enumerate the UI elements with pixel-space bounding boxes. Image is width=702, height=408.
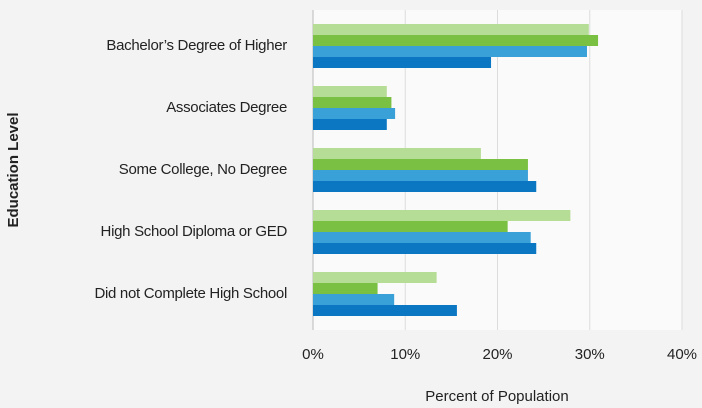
- bar: [313, 272, 437, 283]
- bar: [313, 159, 528, 170]
- bar: [313, 170, 528, 181]
- bar: [313, 181, 537, 192]
- bar: [313, 24, 589, 35]
- x-tick-label: 10%: [390, 346, 420, 363]
- bar: [313, 210, 571, 221]
- bar: [313, 243, 537, 254]
- x-tick-label: 30%: [575, 346, 605, 363]
- bar: [313, 294, 395, 305]
- bar: [313, 119, 387, 130]
- bar: [313, 57, 492, 68]
- bar: [313, 283, 378, 294]
- x-tick-label: 40%: [667, 346, 697, 363]
- y-tick-label: Some College, No Degree: [119, 161, 287, 178]
- bar: [313, 46, 587, 57]
- x-axis-label: Percent of Population: [425, 388, 568, 405]
- bar: [313, 148, 481, 159]
- bar: [313, 97, 392, 108]
- y-tick-label: Associates Degree: [166, 99, 287, 116]
- bar: [313, 221, 508, 232]
- x-tick-label: 0%: [302, 346, 324, 363]
- y-tick-label: Did not Complete High School: [94, 285, 287, 302]
- bar: [313, 232, 531, 243]
- bar: [313, 86, 387, 97]
- y-axis-label: Education Level: [5, 112, 22, 227]
- x-tick-label: 20%: [482, 346, 512, 363]
- bar: [313, 108, 396, 119]
- y-tick-label: Bachelor’s Degree of Higher: [106, 37, 287, 54]
- y-tick-label: High School Diploma or GED: [101, 223, 288, 240]
- bar: [313, 305, 457, 316]
- bar: [313, 35, 599, 46]
